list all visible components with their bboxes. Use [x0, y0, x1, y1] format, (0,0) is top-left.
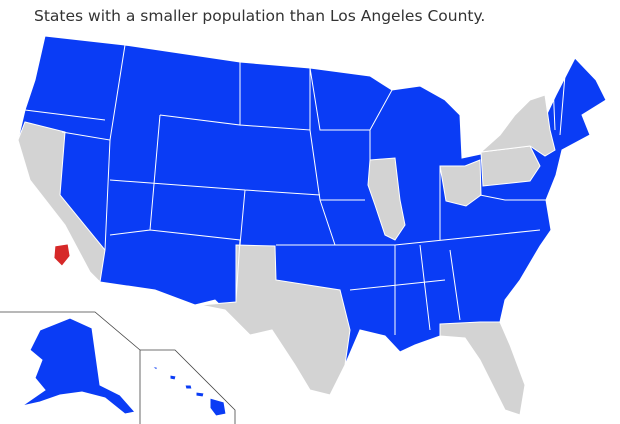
hawaii: [150, 366, 227, 417]
alaska-inset: [0, 311, 141, 424]
pennsylvania: [480, 145, 541, 187]
florida: [439, 321, 526, 416]
alaska: [21, 317, 136, 415]
ohio: [439, 159, 482, 207]
state-borders: [24, 44, 566, 335]
california: [17, 121, 106, 284]
map-title: States with a smaller population than Lo…: [34, 7, 485, 25]
inset-frame: [0, 311, 141, 424]
los-angeles-county: [53, 243, 71, 267]
us-map: [17, 35, 607, 416]
new-york: [479, 94, 556, 157]
illinois: [367, 157, 406, 241]
inset-frame: [140, 349, 236, 424]
hawaii-inset: [140, 349, 236, 424]
